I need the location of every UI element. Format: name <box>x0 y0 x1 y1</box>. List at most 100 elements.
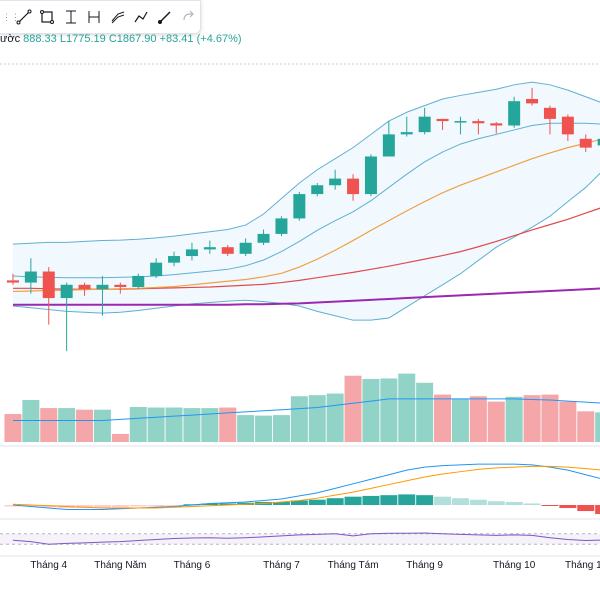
candle-body <box>597 138 600 146</box>
measure-icon[interactable] <box>60 6 82 28</box>
macd-histogram-bar <box>398 494 416 505</box>
volume-bar <box>577 411 595 442</box>
macd-signal-line <box>12 465 600 509</box>
macd-histogram-bar <box>290 500 308 505</box>
candle-body <box>418 116 431 133</box>
volume-bar <box>147 407 165 442</box>
volume-bar <box>237 415 255 442</box>
volume-average-line <box>12 398 600 421</box>
volume-bar <box>4 414 22 442</box>
macd-histogram-bar <box>559 505 577 509</box>
macd-histogram-bar <box>147 505 165 507</box>
xabcd-pattern-icon[interactable] <box>84 6 106 28</box>
candle-body <box>168 256 181 263</box>
candle-body <box>364 156 377 195</box>
redo-icon[interactable] <box>178 6 200 28</box>
macd-histogram-bar <box>308 499 326 505</box>
rsi-line <box>12 532 600 545</box>
candle-body <box>42 271 55 299</box>
rsi-band-fill <box>0 533 600 545</box>
volume-bar <box>559 401 577 442</box>
macd-histogram-bar <box>326 498 344 505</box>
volume-bar <box>201 408 219 442</box>
macd-histogram-bar <box>93 505 111 509</box>
x-axis-label: Tháng 4 <box>30 560 68 571</box>
candle-body <box>490 123 503 126</box>
candle-body <box>185 249 198 257</box>
x-axis-label: Tháng 11 <box>564 560 600 571</box>
ohlc-legend: ườc 888.33 L1775.19 C1867.90 +83.41 (+4.… <box>0 33 242 45</box>
x-axis-label: Tháng 10 <box>493 560 536 571</box>
volume-bar <box>183 408 201 442</box>
toolbar-drag-handle-icon[interactable]: ⋮⋮ <box>2 12 20 22</box>
bollinger-band-fill <box>12 82 600 321</box>
trend-line-icon[interactable] <box>13 6 35 28</box>
macd-histogram-bar <box>201 503 219 505</box>
volume-bar <box>76 409 94 442</box>
bollinger-lower-line <box>12 172 600 321</box>
legend-high: 888.33 <box>23 33 57 45</box>
candle-body <box>275 218 288 234</box>
macd-histogram-bar <box>541 505 559 506</box>
macd-histogram-bar <box>22 505 40 507</box>
macd-histogram-bar <box>362 495 380 505</box>
rectangle-icon[interactable] <box>37 6 59 28</box>
legend-change: +83.41 (+4.67%) <box>159 33 242 45</box>
macd-histogram-bar <box>165 505 183 506</box>
macd-histogram-bar <box>434 496 452 505</box>
volume-bar <box>58 408 76 442</box>
volume-bar <box>344 375 362 442</box>
macd-line <box>12 463 600 511</box>
bollinger-upper-line <box>12 81 600 245</box>
parallel-channel-icon[interactable] <box>107 6 129 28</box>
candle-body <box>239 242 252 254</box>
candle-body <box>579 138 592 148</box>
bollinger-mid-line <box>12 122 600 279</box>
x-axis-label: Tháng 7 <box>263 560 300 571</box>
macd-histogram-bar <box>505 501 523 505</box>
volume-bar <box>398 373 416 442</box>
volume-bar <box>290 396 308 442</box>
candle-body <box>78 284 91 290</box>
x-axis-label: Tháng Năm <box>94 560 147 571</box>
candle-body <box>221 247 234 254</box>
volume-bar <box>22 400 40 442</box>
volume-bar <box>487 401 505 442</box>
candle-body <box>347 178 360 195</box>
macd-histogram-bar <box>344 496 362 505</box>
x-axis-label: Tháng 6 <box>173 560 211 571</box>
candle-body <box>24 271 37 283</box>
x-axis-label: Tháng Tám <box>327 560 379 571</box>
volume-bar <box>541 394 559 442</box>
candle-body <box>60 284 73 299</box>
ma-purple-line <box>12 287 600 306</box>
volume-bar <box>505 396 523 442</box>
macd-histogram-bar <box>4 505 22 507</box>
brush-icon[interactable] <box>154 6 176 28</box>
candle-body <box>508 101 521 126</box>
ma-orange-line <box>12 139 600 293</box>
volume-bar <box>165 407 183 442</box>
volume-bar <box>362 379 380 442</box>
candle-body <box>561 116 574 135</box>
macd-histogram-bar <box>76 505 94 509</box>
legend-low: L1775.19 <box>59 33 106 45</box>
candle-body <box>400 132 413 135</box>
candle-body <box>257 233 270 243</box>
volume-bar <box>308 395 326 442</box>
drawing-toolbar: ⋮⋮ <box>0 0 201 34</box>
volume-bar <box>255 415 273 442</box>
candle-body <box>311 185 324 195</box>
legend-truncated-label: ườc <box>0 33 21 45</box>
legend-close: C1867.90 <box>108 33 157 45</box>
candle-body <box>132 275 145 287</box>
volume-bar <box>434 394 452 442</box>
candle-body <box>114 284 127 287</box>
volume-bar <box>469 396 487 442</box>
path-icon[interactable] <box>131 6 153 28</box>
macd-histogram-bar <box>416 495 434 505</box>
candle-body <box>526 98 539 104</box>
candle-body <box>6 280 19 283</box>
candle-body <box>436 118 449 122</box>
